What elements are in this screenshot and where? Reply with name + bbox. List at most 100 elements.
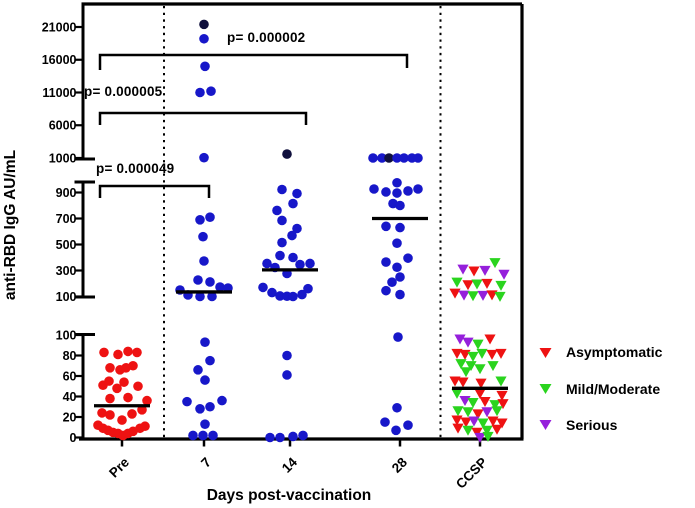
data-point-ccsp-green — [495, 280, 507, 291]
data-point-ccsp-purple — [468, 416, 480, 427]
data-point-ccsp-red — [471, 427, 483, 438]
data-point-day-pre — [105, 410, 115, 420]
data-point-day-14 — [272, 205, 282, 216]
y-tick-label: 100 — [56, 328, 77, 342]
data-point-day-28 — [393, 332, 403, 342]
data-point-ccsp-red — [451, 415, 463, 426]
data-point-day-7 — [182, 396, 192, 407]
data-point-ccsp-green — [460, 367, 472, 378]
legend: Asymptomatic Mild/Moderate Serious — [538, 334, 662, 443]
data-point-day-7 — [206, 86, 216, 96]
data-point-ccsp-green — [489, 400, 501, 411]
data-point-ccsp-green — [489, 258, 501, 269]
data-point-day-28 — [391, 425, 401, 436]
data-point-day-pre — [140, 421, 150, 432]
data-point-day-pre — [142, 395, 152, 406]
data-point-day-28 — [381, 187, 391, 197]
data-point-ccsp-purple — [481, 407, 493, 418]
data-point-ccsp-red — [496, 390, 508, 401]
plot-border — [79, 2, 524, 441]
data-point-ccsp-red — [491, 424, 503, 435]
data-point-ccsp-green — [491, 406, 503, 417]
legend-item-serious: Serious — [538, 407, 662, 443]
data-point-day-14 — [275, 291, 285, 301]
y-axis: 0 20 40 60 80 100 100 300 500 700 900 1000 6000 11000… — [42, 4, 95, 445]
data-point-day-7 — [200, 419, 210, 429]
data-point-ccsp-green — [482, 431, 494, 442]
data-point-ccsp-green — [465, 361, 477, 372]
data-point-ccsp-red — [462, 280, 474, 291]
data-point-day-7 — [205, 401, 215, 412]
data-point-day-28 — [395, 289, 405, 300]
data-point-day-28 — [380, 417, 390, 427]
data-point-day-14 — [292, 188, 302, 199]
data-point-day-28 — [399, 153, 409, 163]
data-point-day-28 — [377, 153, 387, 163]
y-tick-label: 20 — [63, 410, 77, 424]
data-point-ccsp-purple — [454, 334, 466, 345]
data-point-day-28 — [384, 153, 394, 163]
data-point-ccsp-red — [475, 378, 487, 389]
data-point-day-pre — [113, 349, 123, 360]
data-point-day-7 — [199, 256, 209, 266]
data-point-ccsp-red — [472, 409, 484, 420]
data-point-ccsp-purple — [458, 290, 470, 301]
data-point-day-14 — [275, 432, 285, 443]
data-point-ccsp-red — [486, 349, 498, 360]
data-point-ccsp-red — [481, 278, 493, 289]
data-point-day-7 — [200, 337, 210, 347]
data-point-ccsp-red — [457, 377, 469, 388]
legend-item-asymptomatic: Asymptomatic — [538, 334, 662, 370]
data-point-ccsp-red — [460, 417, 472, 428]
y-tick-label: 21000 — [42, 20, 77, 34]
data-point-ccsp-green — [467, 351, 479, 362]
x-tick-label-pre: Pre — [106, 454, 132, 480]
data-point-day-pre — [104, 376, 114, 386]
data-point-day-28 — [413, 153, 423, 163]
data-point-day-28 — [395, 272, 405, 282]
bracket-pre-28 — [98, 53, 409, 70]
data-point-day-7 — [195, 87, 205, 98]
y-tick-label: 300 — [56, 264, 77, 278]
data-point-ccsp-red — [495, 348, 507, 359]
median-lines — [94, 216, 508, 408]
data-point-day-pre — [123, 346, 133, 357]
data-point-day-14 — [292, 223, 302, 234]
data-point-day-7 — [199, 33, 209, 44]
data-point-ccsp-green — [467, 291, 479, 302]
data-point-day-28 — [368, 153, 378, 163]
data-point-ccsp-green — [462, 425, 474, 436]
data-point-ccsp-purple — [459, 396, 471, 406]
data-point-day-7 — [215, 282, 225, 292]
data-point-day-14 — [303, 283, 313, 294]
legend-label-mild-moderate: Mild/Moderate — [566, 380, 661, 397]
significance-brackets — [98, 53, 409, 198]
data-point-ccsp-red — [468, 266, 480, 277]
data-point-ccsp-red — [496, 418, 508, 429]
p-value-annotation-pre-28: p= 0.000002 — [227, 30, 306, 45]
triangle-down-icon — [539, 347, 552, 358]
data-point-day-14 — [258, 282, 268, 293]
data-point-day-14 — [277, 237, 287, 248]
data-point-day-pre — [112, 383, 122, 394]
data-point-ccsp-green — [495, 376, 507, 387]
x-tick-label-14: 14 — [279, 454, 301, 476]
triangle-down-icon — [539, 384, 552, 395]
data-point-ccsp-green — [487, 361, 499, 372]
legend-label-asymptomatic: Asymptomatic — [566, 344, 663, 361]
x-tick-label-7: 7 — [198, 455, 214, 471]
data-point-day-28 — [381, 257, 391, 267]
data-point-day-28 — [381, 221, 391, 232]
data-point-day-14 — [265, 432, 275, 443]
data-point-day-pre — [128, 360, 138, 371]
data-point-day-pre — [119, 377, 129, 387]
data-point-ccsp-red — [487, 416, 499, 427]
y-tick-label: 6000 — [49, 119, 77, 133]
x-axis-title: Days post-vaccination — [207, 487, 372, 504]
data-point-ccsp-green — [494, 291, 506, 302]
y-tick-label: 80 — [63, 349, 77, 363]
p-value-annotation-pre-7: p= 0.000049 — [96, 161, 175, 176]
bracket-pre-7 — [98, 184, 211, 198]
data-point-day-7 — [198, 231, 208, 242]
plot-frame — [79, 2, 524, 441]
